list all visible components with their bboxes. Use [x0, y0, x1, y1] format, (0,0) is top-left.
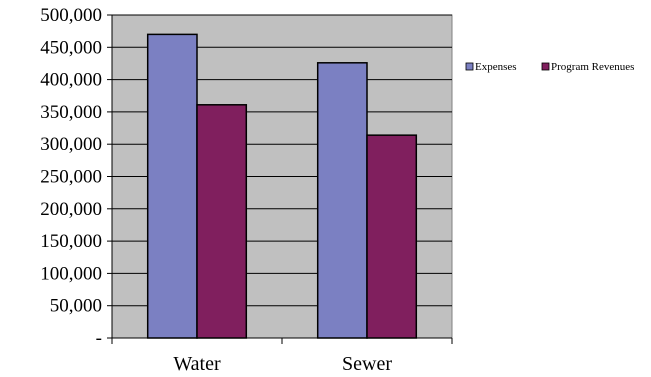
- bar-expenses-water: [146, 33, 198, 339]
- bar-expenses-sewer: [316, 62, 368, 339]
- y-tick-labels: - 50,000 100,000 150,000 200,000 250,000 300,0…: [40, 5, 102, 349]
- y-tick-label: 50,000: [50, 296, 102, 317]
- y-tick-label: 400,000: [40, 70, 102, 91]
- y-tick-label: 500,000: [40, 5, 102, 26]
- x-tick-labels: Water Sewer: [173, 353, 392, 375]
- axes: [107, 14, 453, 344]
- legend-label: Program Revenues: [551, 61, 634, 73]
- y-tick-label: 250,000: [40, 167, 102, 188]
- y-tick-label: -: [96, 328, 102, 349]
- x-tick-label: Water: [173, 353, 221, 375]
- bar-program-revenues-sewer: [366, 134, 418, 339]
- y-tick-label: 350,000: [40, 102, 102, 123]
- legend-swatch: [541, 62, 550, 71]
- legend-swatch: [465, 62, 474, 71]
- y-tick-label: 300,000: [40, 134, 102, 155]
- y-tick-label: 200,000: [40, 199, 102, 220]
- legend: Expenses Program Revenues: [465, 61, 634, 73]
- legend-label: Expenses: [475, 61, 517, 73]
- y-tick-label: 150,000: [40, 231, 102, 252]
- y-tick-label: 100,000: [40, 263, 102, 284]
- x-tick-label: Sewer: [342, 353, 392, 375]
- y-tick-label: 450,000: [40, 37, 102, 58]
- bar-program-revenues-water: [196, 104, 248, 339]
